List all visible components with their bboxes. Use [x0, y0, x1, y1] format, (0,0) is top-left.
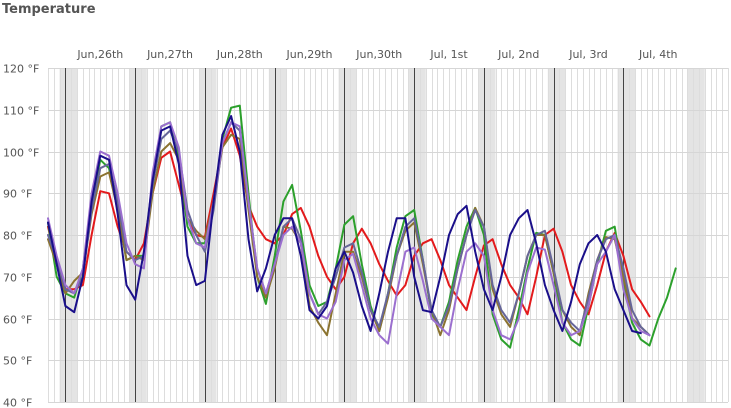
y-tick-label: 120 °F: [3, 63, 39, 76]
x-day-label: Jun,30th: [355, 48, 402, 61]
y-tick-label: 80 °F: [3, 230, 32, 243]
y-tick-label: 50 °F: [3, 355, 32, 368]
x-day-label: Jun,27th: [146, 48, 193, 61]
series-layer: [47, 104, 677, 349]
x-day-label: Jul, 4th: [638, 48, 678, 61]
y-tick-label: 70 °F: [3, 272, 32, 285]
y-tick-label: 90 °F: [3, 188, 32, 201]
x-day-label: Jul, 2nd: [497, 48, 539, 61]
series-line-6: [47, 115, 642, 335]
y-tick-label: 60 °F: [3, 314, 32, 327]
y-tick-label: 100 °F: [3, 147, 39, 160]
chart-title: Temperature: [2, 2, 96, 17]
x-day-label: Jun,29th: [286, 48, 333, 61]
x-axis-day-labels: Jun,26th Jun,27th Jun,28th Jun,29th Jun,30th…: [76, 48, 677, 61]
y-tick-label: 110 °F: [3, 105, 39, 118]
y-axis-labels: 120 °F 110 °F 100 °F 90 °F 80 °F 70 °F 60 °F 50…: [3, 63, 39, 408]
x-day-label: Jul, 1st: [429, 48, 468, 61]
x-day-label: Jun,28th: [216, 48, 263, 61]
y-tick-label: 40 °F: [3, 397, 32, 408]
x-day-label: Jun,26th: [76, 48, 123, 61]
x-day-label: Jul, 3rd: [568, 48, 608, 61]
